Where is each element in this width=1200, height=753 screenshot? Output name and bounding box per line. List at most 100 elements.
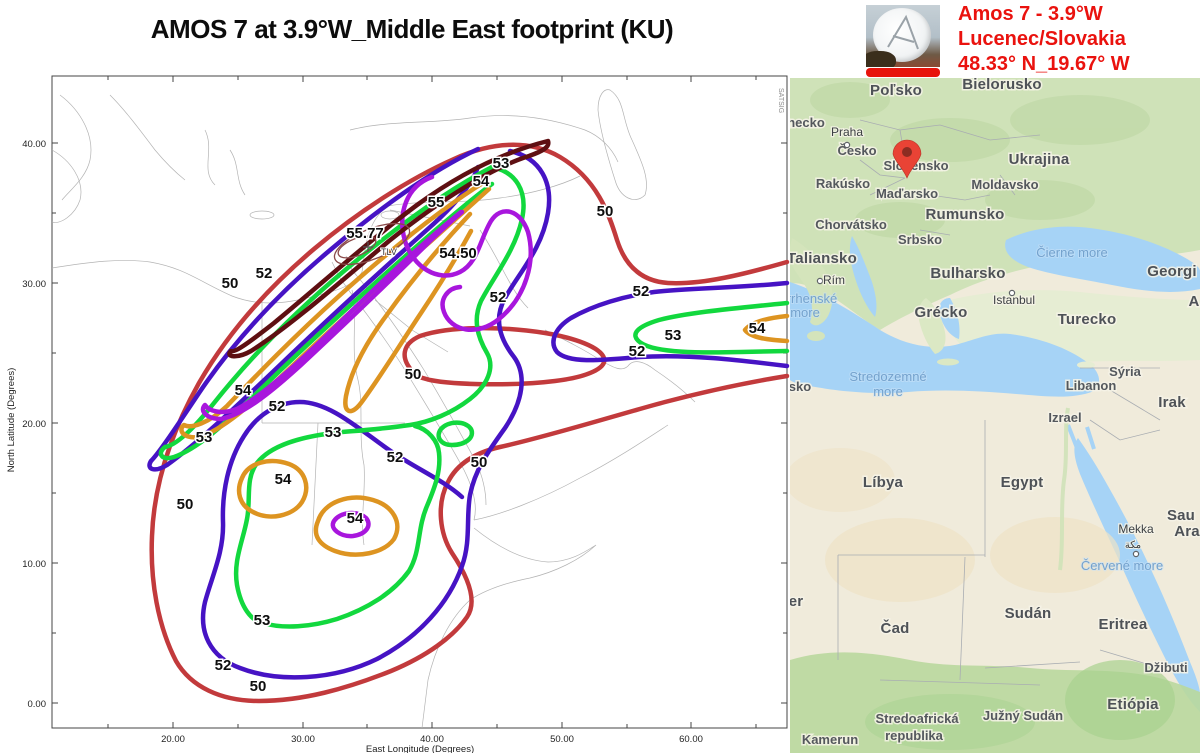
contour-53-oval xyxy=(436,420,475,448)
contour-54-mid xyxy=(343,211,474,414)
map-label: er xyxy=(790,593,803,610)
contour-label: 50 xyxy=(405,366,422,383)
map-label: Istanbul xyxy=(993,293,1035,307)
red-underline-bar xyxy=(866,68,940,77)
map-label: Sudán xyxy=(1005,605,1052,622)
map-label: Džibuti xyxy=(1144,660,1187,675)
map-label: Bielorusko xyxy=(962,78,1042,93)
contour-label: 52 xyxy=(387,449,404,466)
city-dot xyxy=(816,277,824,285)
contour-53 xyxy=(233,164,526,629)
footprint-contour-chart: 40.00 30.00 20.00 10.00 0.00 20.00 30.00… xyxy=(6,75,790,753)
contour-5450-band xyxy=(200,209,465,422)
region-greece xyxy=(918,298,946,354)
map-label: Eritrea xyxy=(1099,616,1148,633)
info-line-coordinates: 48.33° N_19.67° W xyxy=(958,53,1130,75)
map-label: Sau xyxy=(1167,507,1195,524)
contour-label: 50 xyxy=(222,275,239,292)
contour-label: 55.77 xyxy=(346,225,384,242)
trees xyxy=(866,51,896,67)
contour-label: 53 xyxy=(665,327,682,344)
contour-label: 52 xyxy=(256,265,273,282)
contour-label: 52 xyxy=(629,343,646,360)
y-tick: 20.00 xyxy=(22,419,46,430)
map-label: Kamerun xyxy=(802,732,858,747)
y-tick: 30.00 xyxy=(22,279,46,290)
y-tick: 40.00 xyxy=(22,139,46,150)
peak-ring-inner xyxy=(337,235,377,259)
city-dot xyxy=(1132,550,1140,558)
contour-label: 52 xyxy=(215,657,232,674)
map-label: more xyxy=(790,305,820,320)
map-label: Červené more xyxy=(1081,558,1163,573)
country-borders xyxy=(837,119,1161,686)
x-tick: 60.00 xyxy=(679,734,703,745)
contour-52-east xyxy=(551,280,790,369)
y-axis-title: North Latitude (Degrees) xyxy=(6,368,17,473)
x-tick: 30.00 xyxy=(291,734,315,745)
map-label: Rumunsko xyxy=(925,206,1004,223)
map-label: Rím xyxy=(823,273,845,287)
location-map: Poľsko Bielorusko Ukrajina Rumunsko Taliansk… xyxy=(790,78,1200,753)
map-label: Taliansko xyxy=(790,250,857,267)
map-label: A xyxy=(1188,293,1199,310)
contour-label: 52 xyxy=(490,289,507,306)
map-label: necko xyxy=(790,115,825,130)
map-label: Poľsko xyxy=(870,82,922,99)
map-label: Stredozemné xyxy=(849,369,926,384)
x-tick: 50.00 xyxy=(550,734,574,745)
contour-label: 53 xyxy=(196,429,213,446)
y-tick: 0.00 xyxy=(28,699,47,710)
x-axis-title: East Longitude (Degrees) xyxy=(366,744,474,753)
map-label: rrhenské xyxy=(790,291,837,306)
contour-lines xyxy=(147,138,790,704)
map-label: Turecko xyxy=(1058,311,1117,328)
contour-label: 54 xyxy=(235,382,252,399)
city-dot xyxy=(843,141,851,149)
axis-ticks xyxy=(52,76,787,728)
map-label: Česko xyxy=(837,143,876,158)
info-line-satellite: Amos 7 - 3.9°W xyxy=(958,3,1103,25)
peak-cross-marker xyxy=(363,242,373,252)
region-crete xyxy=(937,358,959,366)
map-label: Chorvátsko xyxy=(815,217,887,232)
contour-54-sw xyxy=(236,458,309,519)
x-tick: 40.00 xyxy=(420,734,444,745)
map-label: مكة xyxy=(1125,540,1141,551)
contour-label: 54 xyxy=(749,320,766,337)
dish-struts xyxy=(887,14,919,50)
map-label: more xyxy=(873,384,903,399)
contour-label: 52 xyxy=(269,398,286,415)
map-label: Líbya xyxy=(863,474,904,491)
contour-5450-squiggle xyxy=(400,174,533,332)
map-label: Čierne more xyxy=(1036,245,1108,260)
map-label: Mekka xyxy=(1118,522,1154,536)
map-label: sko xyxy=(790,379,811,394)
city-dot xyxy=(1008,289,1016,297)
satellite-info: Amos 7 - 3.9°W Lucenec/Slovakia 48.33° N… xyxy=(958,2,1198,77)
map-label: Georgi xyxy=(1147,263,1197,280)
map-label: Grécko xyxy=(915,304,968,321)
contour-54-se xyxy=(313,495,400,557)
contour-label: 50 xyxy=(597,203,614,220)
y-tick: 10.00 xyxy=(22,559,46,570)
contour-50 xyxy=(149,142,790,704)
contour-52-band xyxy=(147,146,481,472)
contour-label: 54.50 xyxy=(439,245,477,262)
contour-label: 53 xyxy=(325,424,342,441)
page-title: AMOS 7 at 3.9°W_Middle East footprint (K… xyxy=(150,14,674,44)
map-label: Praha xyxy=(831,125,863,139)
station-label: TLV xyxy=(381,247,397,257)
tick-labels: 40.00 30.00 20.00 10.00 0.00 20.00 30.00… xyxy=(22,139,703,745)
map-label: Izrael xyxy=(1048,410,1081,425)
x-tick: 20.00 xyxy=(161,734,185,745)
terrain-patches xyxy=(790,407,1200,753)
map-label: Srbsko xyxy=(898,232,942,247)
contour-label: 53 xyxy=(493,155,510,172)
map-label: Stredoafrická xyxy=(875,711,959,726)
map-label: Maďarsko xyxy=(876,186,938,201)
contour-label: 54 xyxy=(347,510,364,527)
contour-label: 50 xyxy=(250,678,267,695)
contour-53-band xyxy=(158,164,495,461)
